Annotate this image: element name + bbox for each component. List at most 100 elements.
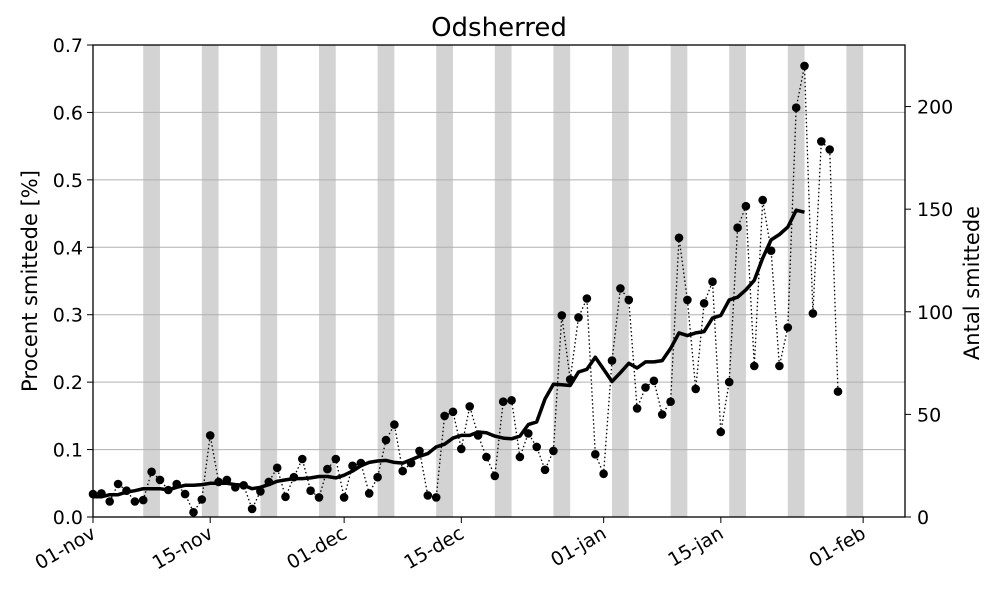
y-left-tick-label: 0.2 xyxy=(53,372,83,394)
x-tick-label: 01-jan xyxy=(547,522,610,571)
daily-point xyxy=(532,442,541,452)
daily-point xyxy=(222,475,232,485)
daily-point xyxy=(172,479,181,489)
x-tick-label: 01-feb xyxy=(805,522,869,572)
weekend-band xyxy=(377,45,395,517)
daily-point xyxy=(540,465,550,475)
daily-point xyxy=(122,486,131,496)
daily-line xyxy=(92,65,839,514)
daily-point xyxy=(356,458,366,468)
daily-point xyxy=(247,504,257,514)
daily-point xyxy=(281,492,290,502)
daily-point xyxy=(398,466,408,476)
daily-point xyxy=(272,463,282,473)
daily-point xyxy=(113,479,123,489)
weekend-band xyxy=(201,45,219,517)
y-left-tick-label: 0.3 xyxy=(53,305,83,327)
daily-point xyxy=(565,375,575,384)
daily-point xyxy=(197,495,207,504)
smoothed-series xyxy=(93,208,805,499)
daily-point xyxy=(314,493,324,502)
daily-point xyxy=(800,61,809,71)
daily-point xyxy=(574,313,583,322)
daily-point xyxy=(155,475,165,485)
x-tick-label: 15-jan xyxy=(664,522,727,571)
weekend-band xyxy=(319,45,336,517)
daily-point xyxy=(683,295,692,305)
daily-point xyxy=(298,454,307,464)
daily-point xyxy=(448,407,458,417)
daily-point xyxy=(733,223,742,232)
y-right-tick-label: 0 xyxy=(917,507,929,529)
daily-point xyxy=(406,458,416,468)
daily-point xyxy=(599,469,608,479)
daily-point xyxy=(348,461,357,471)
chart-title: Odsherred xyxy=(431,13,567,43)
daily-point xyxy=(524,429,533,438)
daily-point xyxy=(205,431,215,440)
daily-point xyxy=(130,497,140,506)
daily-point xyxy=(708,277,717,287)
weekend-band xyxy=(670,45,688,517)
daily-point xyxy=(381,435,391,445)
daily-point xyxy=(632,404,642,413)
daily-point xyxy=(490,471,500,481)
y-left-tick-label: 0.7 xyxy=(53,35,83,57)
daily-point xyxy=(473,431,483,440)
daily-point xyxy=(431,493,441,502)
daily-point xyxy=(339,493,349,502)
weekend-band xyxy=(553,45,571,517)
daily-point xyxy=(699,299,709,308)
daily-point xyxy=(364,489,374,498)
daily-point xyxy=(306,486,315,496)
daily-point xyxy=(331,454,341,464)
y-right-tick-label: 200 xyxy=(917,97,953,119)
daily-point xyxy=(808,309,818,318)
weekend-band xyxy=(787,45,805,517)
x-tick-label: 15-dec xyxy=(400,522,467,574)
daily-point xyxy=(741,201,751,211)
daily-point xyxy=(582,294,592,303)
daily-point xyxy=(189,508,198,517)
y-right-tick-label: 150 xyxy=(917,199,953,221)
daily-point xyxy=(783,323,793,332)
daily-point xyxy=(724,377,734,387)
y-left-tick-label: 0.1 xyxy=(53,440,83,462)
daily-point xyxy=(557,311,567,320)
weekend-band xyxy=(143,45,160,517)
plot-frame xyxy=(92,44,906,518)
y-right-tick-label: 50 xyxy=(917,404,941,426)
daily-point xyxy=(390,420,399,429)
y-left-tick-label: 0.6 xyxy=(53,102,83,124)
daily-point xyxy=(440,411,449,421)
daily-point xyxy=(624,295,634,305)
daily-point xyxy=(465,402,475,411)
daily-point xyxy=(373,472,382,482)
y-left-tick-label: 0.4 xyxy=(53,237,83,259)
daily-point xyxy=(649,376,659,386)
daily-point xyxy=(691,384,700,394)
daily-point xyxy=(666,397,675,407)
daily-point xyxy=(766,246,776,255)
daily-point xyxy=(817,137,826,146)
daily-point xyxy=(716,427,726,437)
daily-point xyxy=(775,361,784,371)
daily-series xyxy=(88,61,843,517)
x-tick-label: 01-dec xyxy=(283,522,350,574)
daily-point xyxy=(289,472,299,482)
daily-point xyxy=(138,495,148,505)
gridlines xyxy=(93,111,905,451)
daily-point xyxy=(323,464,332,474)
daily-point xyxy=(231,483,240,492)
daily-point xyxy=(750,361,759,371)
smoothed-line xyxy=(93,208,805,499)
daily-point xyxy=(641,383,650,392)
daily-point xyxy=(415,446,424,456)
daily-point xyxy=(264,477,274,487)
daily-point xyxy=(147,467,156,477)
daily-point xyxy=(97,489,106,498)
y-axis-left-label: Procent smittede [%] xyxy=(18,170,42,392)
daily-point xyxy=(180,489,190,499)
